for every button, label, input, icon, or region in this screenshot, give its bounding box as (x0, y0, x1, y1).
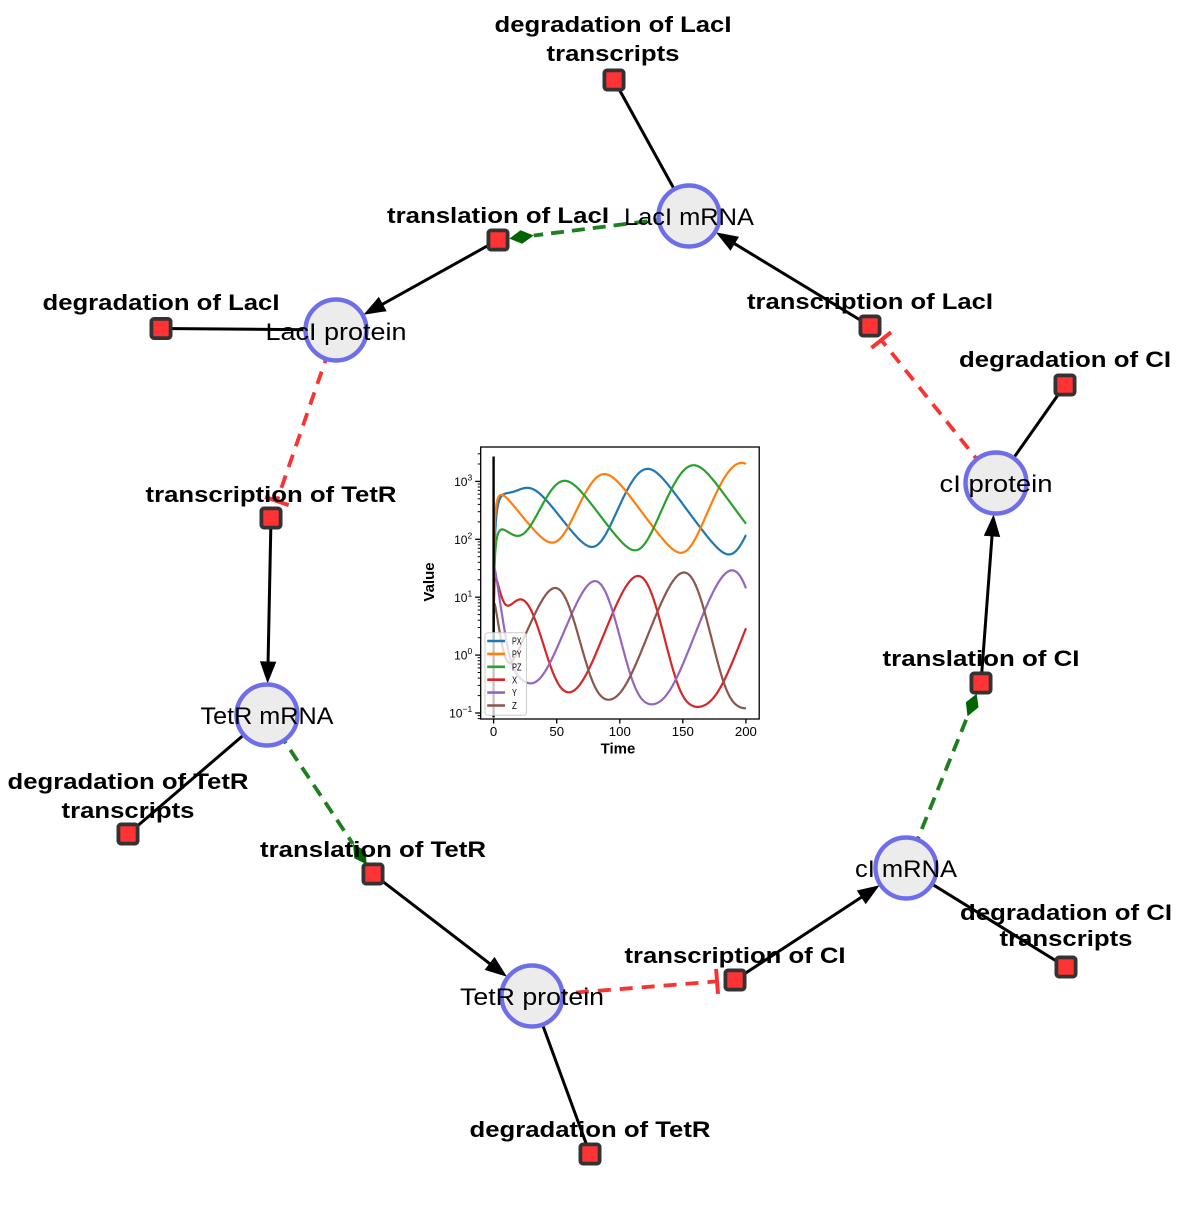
svg-text:transcription of LacI: transcription of LacI (747, 289, 993, 314)
svg-text:PY: PY (512, 650, 522, 661)
svg-text:LacI protein: LacI protein (266, 319, 407, 346)
svg-text:TetR protein: TetR protein (460, 984, 604, 1011)
svg-text:150: 150 (672, 724, 694, 739)
svg-text:degradation of CI: degradation of CI (960, 900, 1172, 925)
svg-text:PX: PX (512, 637, 522, 648)
svg-text:degradation of LacI: degradation of LacI (43, 290, 280, 315)
svg-text:Y: Y (512, 688, 517, 699)
svg-text:Value: Value (421, 562, 438, 601)
svg-text:translation of TetR: translation of TetR (260, 837, 486, 862)
svg-text:cI protein: cI protein (940, 471, 1053, 498)
svg-text:degradation of TetR: degradation of TetR (8, 769, 249, 794)
svg-text:TetR mRNA: TetR mRNA (201, 703, 334, 730)
svg-text:cI mRNA: cI mRNA (855, 856, 957, 883)
svg-text:200: 200 (735, 724, 757, 739)
svg-text:100: 100 (609, 724, 631, 739)
svg-text:translation of LacI: translation of LacI (387, 203, 609, 228)
svg-text:degradation of LacI: degradation of LacI (495, 12, 732, 37)
svg-text:degradation of CI: degradation of CI (959, 347, 1171, 372)
svg-text:degradation of TetR: degradation of TetR (470, 1117, 711, 1142)
svg-text:transcription of CI: transcription of CI (625, 943, 846, 968)
svg-text:LacI mRNA: LacI mRNA (624, 204, 754, 231)
svg-text:0: 0 (490, 724, 497, 739)
svg-text:transcription of TetR: transcription of TetR (146, 482, 397, 507)
svg-text:transcripts: transcripts (1000, 926, 1133, 951)
svg-text:translation of CI: translation of CI (883, 646, 1080, 671)
svg-text:Time: Time (601, 741, 636, 758)
svg-text:50: 50 (549, 724, 564, 739)
svg-text:X: X (512, 675, 518, 686)
svg-text:PZ: PZ (512, 662, 522, 673)
svg-text:transcripts: transcripts (62, 798, 195, 823)
svg-text:Z: Z (512, 701, 517, 712)
svg-text:transcripts: transcripts (547, 41, 680, 66)
